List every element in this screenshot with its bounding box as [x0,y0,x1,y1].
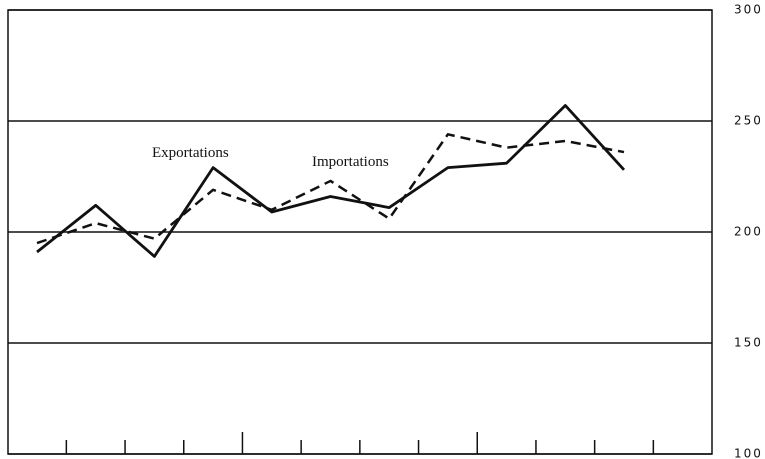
series-line [36,104,626,258]
y-tick-label: 150 [734,336,763,350]
y-tick-label: 250 [734,114,763,128]
series-label: Importations [312,154,389,170]
series-label: Exportations [152,145,229,161]
y-tick-label: 100 [734,447,763,459]
y-tick-label: 300 [734,3,763,17]
y-tick-label: 200 [734,225,763,239]
series-line [36,133,625,245]
